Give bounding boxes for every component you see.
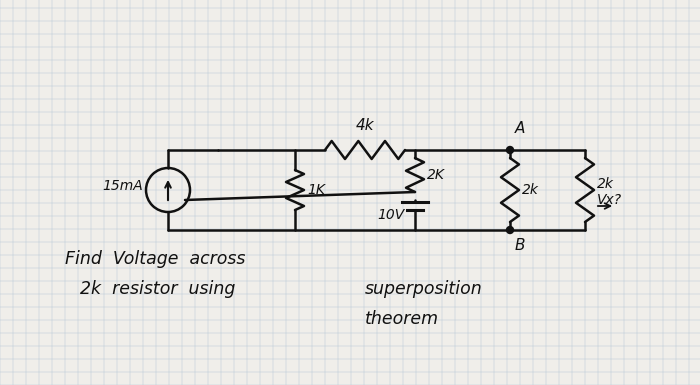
Text: 2k: 2k [597, 177, 614, 191]
Text: superposition: superposition [365, 280, 483, 298]
Text: 4k: 4k [356, 118, 375, 133]
Text: 1K: 1K [307, 183, 325, 197]
Text: 2k  resistor  using: 2k resistor using [80, 280, 235, 298]
Text: 2K: 2K [427, 168, 445, 182]
Text: theorem: theorem [365, 310, 439, 328]
Circle shape [507, 226, 514, 233]
Text: 15mA: 15mA [102, 179, 143, 193]
Text: Find  Voltage  across: Find Voltage across [65, 250, 246, 268]
Text: Vx?: Vx? [597, 193, 622, 207]
Text: B: B [515, 238, 526, 253]
Text: A: A [515, 121, 526, 136]
Circle shape [507, 147, 514, 154]
Text: 2k: 2k [522, 183, 539, 197]
Text: 10V: 10V [378, 208, 405, 222]
